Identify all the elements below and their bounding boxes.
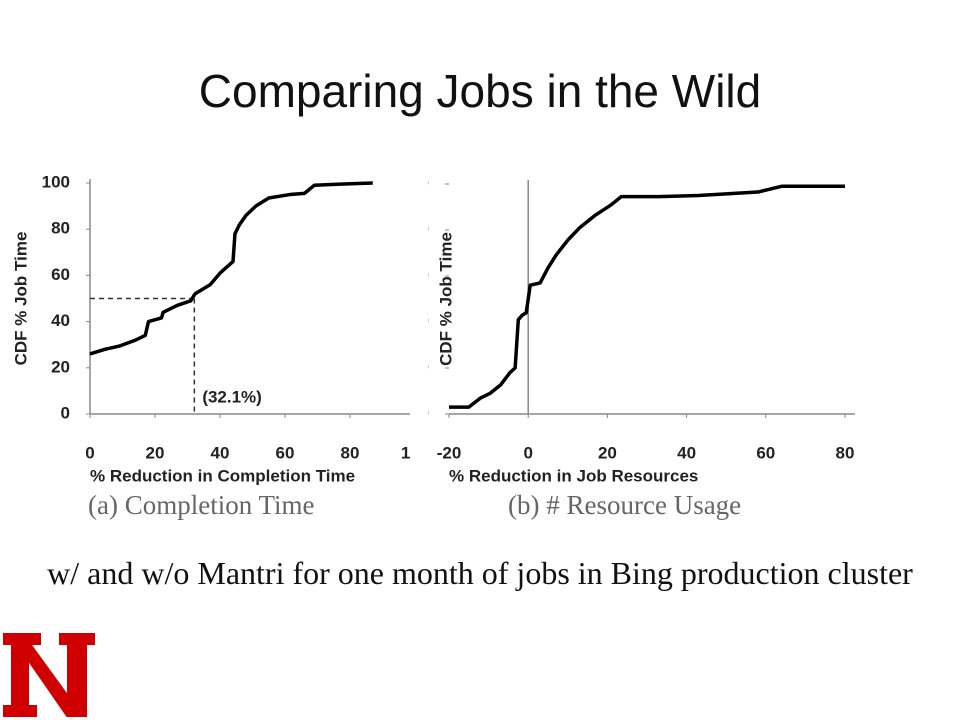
x-tick-label: 60 <box>756 443 775 462</box>
y-tick-label: 20 <box>410 357 429 376</box>
chart: 0 20 40 60 80 100 0 20 40 60 80 100 % Reduction in C… <box>11 172 429 485</box>
y-tick-label: 100 <box>42 172 70 191</box>
x-tick-label: 20 <box>146 443 165 462</box>
logo-n <box>1 631 97 719</box>
chart: 0 20 40 60 80 100 -20 0 20 40 60 80 % Reduction in J… <box>401 173 855 485</box>
y-tick-label: 60 <box>410 265 429 284</box>
annotation: (32.1%) <box>202 387 262 406</box>
y-axis-label: CDF % Job Time <box>11 232 30 366</box>
cdf-line <box>89 181 373 356</box>
x-axis-label: % Reduction in Completion Time <box>90 466 355 485</box>
x-tick-label: 80 <box>836 443 855 462</box>
y-tick-label: 60 <box>51 265 70 284</box>
y-tick-label: 0 <box>420 403 429 422</box>
y-tick-label: 0 <box>61 403 70 422</box>
caption: w/ and w/o Mantri for one month of jobs … <box>47 555 913 591</box>
y-tick-label: 100 <box>401 173 429 192</box>
x-tick-label: 80 <box>341 443 360 462</box>
y-tick-label: 40 <box>410 311 429 330</box>
x-tick-label: 100 <box>401 443 429 462</box>
x-tick-label: 0 <box>523 443 532 462</box>
cdf-line <box>449 184 845 409</box>
x-tick-label: 60 <box>276 443 295 462</box>
caption-box: w/ and w/o Mantri for one month of jobs … <box>47 555 913 591</box>
sub-caption: (b) # Resource Usage <box>508 490 741 520</box>
x-tick-label: 40 <box>211 443 230 462</box>
x-tick-label: 20 <box>598 443 617 462</box>
y-tick-label: 40 <box>51 311 70 330</box>
sub-caption: (a) Completion Time <box>88 490 315 520</box>
y-tick-label: 20 <box>51 357 70 376</box>
y-axis-label: CDF % Job Time <box>436 232 455 366</box>
x-tick-label: -20 <box>437 443 462 462</box>
logo <box>1 631 97 719</box>
x-axis-label: % Reduction in Job Resources <box>449 466 698 485</box>
slide-title: Comparing Jobs in the Wild <box>199 65 761 117</box>
x-tick-label: 40 <box>677 443 696 462</box>
y-tick-label: 80 <box>51 219 70 238</box>
y-tick-label: 80 <box>410 219 429 238</box>
x-tick-label: 0 <box>85 443 94 462</box>
